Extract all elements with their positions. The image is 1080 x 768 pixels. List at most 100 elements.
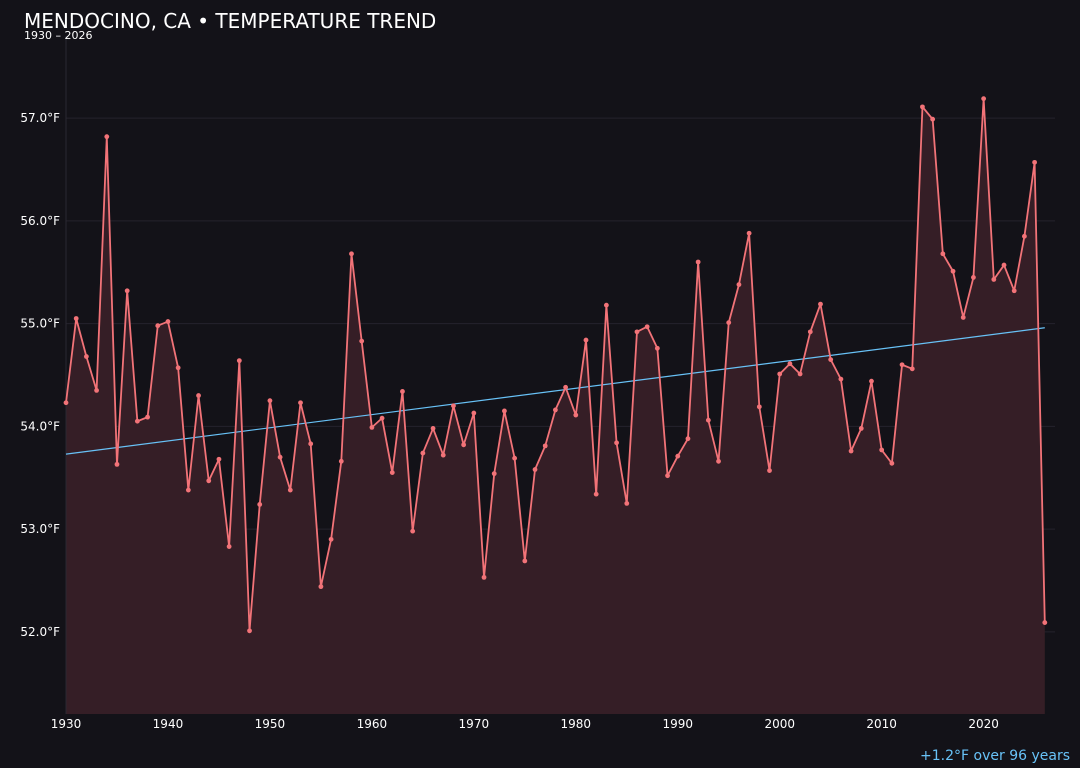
data-point <box>236 358 242 364</box>
data-point <box>777 371 783 377</box>
x-tick-label: 1930 <box>51 717 82 731</box>
data-point <box>583 337 589 343</box>
data-point <box>308 441 314 447</box>
data-point <box>451 403 456 409</box>
y-tick-label: 55.0°F <box>20 317 60 331</box>
data-point <box>665 473 670 479</box>
x-tick-label: 1990 <box>662 717 693 731</box>
data-point <box>756 404 762 410</box>
data-point <box>379 415 385 421</box>
y-tick-label: 53.0°F <box>20 522 60 536</box>
data-point <box>654 345 660 351</box>
data-point <box>185 487 191 493</box>
data-point <box>685 436 691 442</box>
data-point <box>858 426 864 431</box>
chart-title: MENDOCINO, CA • TEMPERATURE TREND <box>24 9 436 33</box>
data-point <box>73 316 79 321</box>
data-point <box>818 301 823 307</box>
data-point <box>695 259 701 265</box>
data-point <box>542 443 548 449</box>
data-point <box>1032 159 1038 165</box>
x-tick-label: 2020 <box>968 717 999 731</box>
data-point <box>644 324 650 330</box>
data-point <box>298 400 303 406</box>
data-point <box>522 558 528 564</box>
data-point <box>430 426 436 431</box>
x-tick-label: 2000 <box>764 717 795 731</box>
data-point <box>899 362 905 368</box>
data-point <box>114 461 120 467</box>
data-point <box>206 478 212 484</box>
data-point <box>440 452 446 458</box>
data-point <box>563 384 568 390</box>
data-point <box>318 584 324 590</box>
x-tick-label: 1970 <box>459 717 490 731</box>
data-points <box>63 96 1048 634</box>
data-point <box>471 410 477 416</box>
data-point <box>124 288 130 294</box>
data-point <box>1022 233 1027 239</box>
x-tick-label: 1960 <box>357 717 388 731</box>
data-point <box>277 454 283 460</box>
data-point <box>287 487 293 493</box>
data-point <box>196 393 201 398</box>
data-point <box>145 414 150 420</box>
data-point <box>389 470 395 475</box>
data-point <box>879 447 885 453</box>
data-point <box>981 96 987 102</box>
data-point <box>573 412 579 418</box>
data-point <box>940 251 946 257</box>
data-point <box>736 282 742 287</box>
data-point <box>532 467 538 472</box>
y-tick-label: 57.0°F <box>20 111 60 125</box>
data-point <box>593 491 599 497</box>
data-point <box>889 460 895 466</box>
data-point <box>909 366 915 372</box>
data-point <box>400 389 405 394</box>
data-point <box>746 230 752 236</box>
data-point <box>1011 288 1017 294</box>
x-axis-ticks: 1930 1940 1950 1960 1970 1980 1990 2000 2010 2020 <box>51 717 999 731</box>
data-point <box>338 458 344 464</box>
data-point <box>410 528 416 534</box>
x-tick-label: 1950 <box>255 717 286 731</box>
data-point <box>767 468 772 473</box>
data-point <box>481 574 487 580</box>
data-point <box>512 455 518 461</box>
data-point <box>787 361 793 367</box>
data-point <box>349 251 354 257</box>
y-tick-label: 56.0°F <box>20 214 60 228</box>
x-tick-label: 1940 <box>153 717 184 731</box>
data-point <box>257 502 263 507</box>
x-tick-label: 1980 <box>561 717 592 731</box>
data-point <box>247 628 252 634</box>
data-point <box>359 338 365 344</box>
data-point <box>634 329 640 335</box>
data-point <box>716 458 721 464</box>
data-point <box>838 376 844 382</box>
data-point <box>369 424 375 430</box>
data-point <box>553 407 558 413</box>
data-point <box>675 453 681 459</box>
x-tick-label: 2010 <box>866 717 897 731</box>
data-point <box>960 315 966 320</box>
data-point <box>216 456 222 462</box>
data-point <box>175 365 181 371</box>
data-point <box>930 116 936 122</box>
data-point <box>165 319 171 324</box>
trend-line <box>65 327 1045 455</box>
data-point <box>226 544 232 549</box>
data-point <box>603 302 609 308</box>
data-point <box>267 398 273 404</box>
data-point <box>94 388 99 393</box>
data-point <box>614 440 619 446</box>
data-point <box>848 448 854 454</box>
data-point <box>991 277 997 282</box>
chart-subtitle: 1930 – 2026 <box>24 29 92 42</box>
data-point <box>624 501 630 506</box>
data-point <box>797 371 803 377</box>
data-point <box>920 104 925 110</box>
data-point <box>971 275 976 280</box>
data-point <box>1001 262 1007 268</box>
trend-summary-label: +1.2°F over 96 years <box>920 748 1070 764</box>
